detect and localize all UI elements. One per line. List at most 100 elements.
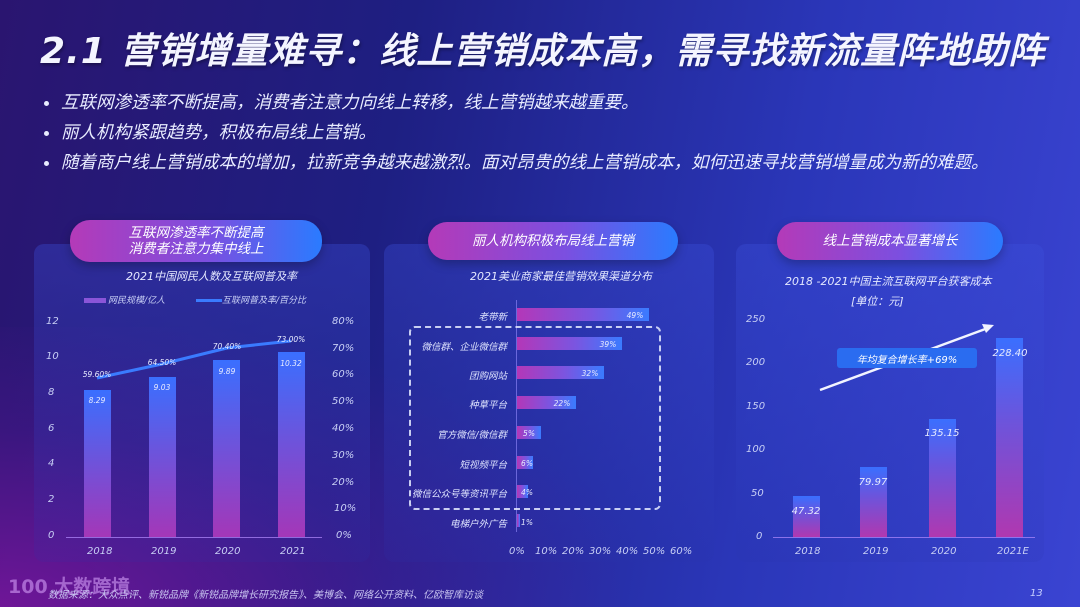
bar-value: 135.15 [924,428,960,439]
bar-value: 47.32 [791,506,821,517]
x-tick: 2020 [931,546,957,557]
bullet-item: 丽人机构紧跟趋势，积极布局线上营销。 [44,118,989,148]
hbar-row [517,514,520,527]
hbar-value: 5% [523,429,535,438]
category-label: 短视频平台 [459,460,507,471]
category-label: 种草平台 [468,400,507,411]
chart-title-middle: 2021美业商家最佳营销效果渠道分布 [470,270,652,283]
pill-heading-middle: 丽人机构积极布局线上营销 [428,222,678,260]
y-tick: 8 [48,387,55,398]
bullet-dot-icon [44,130,49,136]
bar-value: 228.40 [992,348,1028,359]
bar-2018 [793,496,820,537]
x-tick: 2019 [863,546,889,557]
x-tick: 50% [643,546,666,557]
hbar-value: 49% [626,311,644,320]
line-value: 64.50% [147,358,177,367]
highlight-dashed-box [409,326,661,510]
hbar-row [517,366,604,379]
line-value: 70.40% [212,342,242,351]
y2-tick: 0% [336,530,352,541]
hbar-value: 32% [581,369,599,378]
hbar-row [517,485,528,498]
y-tick: 100 [746,444,766,455]
y-tick: 0 [48,530,55,541]
y2-tick: 30% [332,450,355,461]
legend-swatch-bar [84,298,106,303]
y-tick: 0 [756,531,763,542]
hbar-value: 39% [599,340,617,349]
x-tick: 10% [535,546,558,557]
y-tick: 6 [48,423,55,434]
x-tick: 2018 [87,546,113,557]
growth-rate-badge: 年均复合增长率+69% [837,348,977,368]
x-tick: 2021E [997,546,1029,557]
chart-title-right: 2018 -2021中国主流互联网平台获客成本 [785,275,992,288]
y2-tick: 20% [332,477,355,488]
page-number: 13 [1030,588,1043,599]
x-axis-line [66,537,322,538]
bullet-dot-icon [44,160,49,166]
hbar-value: 4% [521,488,533,497]
pill-heading-left: 互联网渗透率不断提高 消费者注意力集中线上 [70,220,322,262]
bar-value: 9.03 [153,383,171,392]
hbar-row [517,396,576,409]
bar-2019 [149,377,176,537]
brand-logo: 100 大数跨境 [8,576,131,598]
bar-value: 9.89 [218,367,236,376]
category-label: 微信群、企业微信群 [421,342,507,353]
bar-2019 [860,467,887,537]
y2-tick: 50% [332,396,355,407]
hbar-row [517,456,533,469]
y-tick: 250 [746,314,766,325]
x-tick: 30% [589,546,612,557]
chart-subtitle-right: [单位：元] [851,295,904,308]
bullet-list: 互联网渗透率不断提高，消费者注意力向线上转移，线上营销越来越重要。 丽人机构紧跟… [44,88,989,178]
x-axis-line [773,537,1035,538]
y2-tick: 60% [332,369,355,380]
bullet-dot-icon [44,100,49,106]
x-tick: 60% [670,546,693,557]
category-label: 团购网站 [468,371,507,382]
legend-label-bar: 网民规模/亿人 [108,296,166,306]
category-label: 官方微信/微信群 [437,430,507,441]
bar-2020 [929,419,956,537]
legend-swatch-line [196,299,222,302]
y-tick: 50 [751,488,764,499]
y-tick: 150 [746,401,766,412]
y-tick: 200 [746,357,766,368]
line-value: 59.60% [82,370,112,379]
bar-2018 [84,390,111,537]
bar-value: 8.29 [88,396,106,405]
x-tick: 2019 [151,546,177,557]
y-tick: 4 [48,458,55,469]
y2-tick: 70% [332,343,355,354]
hbar-value: 22% [553,399,571,408]
category-label: 电梯户外广告 [449,519,507,530]
pill-heading-right: 线上营销成本显著增长 [777,222,1003,260]
y-tick: 2 [48,494,55,505]
y2-tick: 80% [332,316,355,327]
hbar-row [517,337,622,350]
hbar-row [517,426,541,439]
bar-2021 [278,352,305,537]
legend-label-line: 互联网普及率/百分比 [222,296,307,306]
bar-2020 [213,360,240,537]
y-axis-line [516,300,517,532]
hbar-row [517,308,649,321]
bar-2021E [996,338,1023,537]
y2-tick: 10% [334,503,357,514]
y-tick: 12 [46,316,59,327]
category-label: 老带新 [478,312,507,323]
page-title: 2.1 营销增量难寻：线上营销成本高，需寻找新流量阵地助阵 [40,31,1046,72]
bullet-item: 随着商户线上营销成本的增加，拉新竞争越来越激烈。面对昂贵的线上营销成本，如何迅速… [44,148,989,178]
x-tick: 2018 [795,546,821,557]
line-value: 73.00% [276,335,306,344]
bullet-item: 互联网渗透率不断提高，消费者注意力向线上转移，线上营销越来越重要。 [44,88,989,118]
bar-value: 79.97 [858,477,888,488]
x-tick: 2021 [280,546,306,557]
x-tick: 40% [616,546,639,557]
panel-acquisition-cost [736,244,1044,562]
